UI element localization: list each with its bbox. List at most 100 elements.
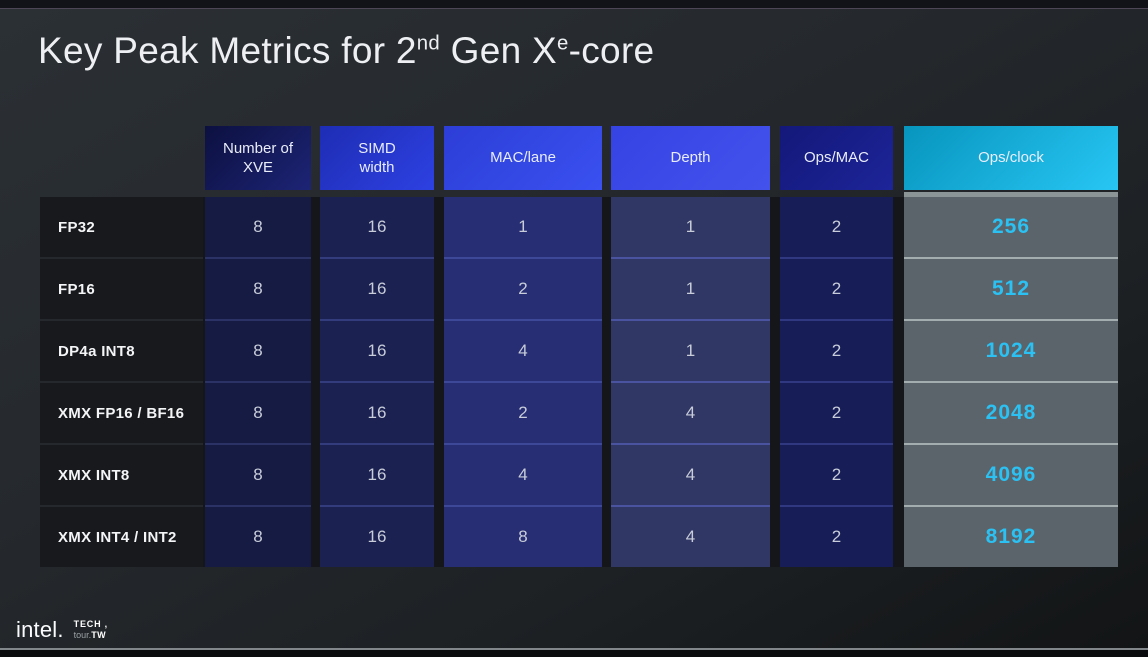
row-separator (611, 505, 770, 507)
table-cell-depth: 1 (685, 341, 696, 360)
intel-logo: intel. (16, 617, 64, 642)
table-cell-ops-per-mac: 2 (831, 341, 842, 360)
table-cell-ops-per-clock: 256 (991, 215, 1031, 238)
table-cell-number-of-xve: 8 (253, 279, 263, 298)
page-title: Key Peak Metrics for 2nd Gen Xe-core (38, 30, 654, 72)
table-cell-simd-width: 16 (367, 527, 387, 546)
table-cell-ops-per-clock: 2048 (985, 401, 1037, 424)
column-header-simd-width: SIMD width (320, 126, 434, 190)
row-separator (205, 257, 311, 259)
column-number-of-xve: 8 8 8 8 8 8 (205, 197, 311, 567)
column-simd-width: 16 16 16 16 16 16 (320, 197, 434, 567)
table-cell-mac-per-lane: 4 (518, 341, 528, 360)
table-cell-number-of-xve: 8 (253, 403, 263, 422)
table-cell-mac-per-lane: 2 (518, 279, 528, 298)
column-ops-per-clock: 256 512 1024 2048 4096 8192 (904, 192, 1118, 567)
table-cell-ops-per-mac: 2 (831, 217, 842, 236)
column-ops-per-mac: 2 2 2 2 2 2 (780, 197, 893, 567)
table-cell-depth: 4 (685, 465, 696, 484)
table-cell-number-of-xve: 8 (253, 465, 263, 484)
row-separator (904, 319, 1118, 321)
row-separator (444, 505, 602, 507)
table-cell-ops-per-clock: 1024 (985, 339, 1037, 362)
row-separator (904, 505, 1118, 507)
table-cell-simd-width: 16 (367, 341, 387, 360)
table-cell-ops-per-clock: 4096 (985, 463, 1037, 486)
title-superscript-nd: nd (416, 32, 441, 55)
row-separator (444, 257, 602, 259)
column-header-ops-per-clock: Ops/clock (904, 126, 1118, 190)
tech-tour-logo: TECH , tour.TW (74, 619, 108, 641)
column-header-ops-per-mac: Ops/MAC (780, 126, 893, 190)
title-text: Gen X (440, 30, 558, 71)
row-separator (205, 381, 311, 383)
table-cell-ops-per-mac: 2 (831, 527, 842, 546)
table-cell-number-of-xve: 8 (253, 527, 263, 546)
table-cell-ops-per-mac: 2 (831, 279, 842, 298)
row-separator (780, 443, 893, 445)
table-cell-mac-per-lane: 8 (518, 527, 528, 546)
row-separator (320, 319, 434, 321)
table-cell-simd-width: 16 (367, 403, 387, 422)
column-depth: 1 1 1 4 4 4 (611, 197, 770, 567)
row-separator (320, 505, 434, 507)
row-separator (611, 381, 770, 383)
row-separator (40, 319, 203, 321)
row-separator (780, 257, 893, 259)
row-separator (444, 381, 602, 383)
row-separator (444, 443, 602, 445)
title-text: -core (568, 30, 655, 71)
footer: intel. TECH , tour.TW (16, 617, 108, 643)
row-label: XMX INT4 / INT2 (58, 528, 177, 546)
table-cell-depth: 4 (685, 403, 696, 422)
tech-tour-line2: tour.TW (74, 630, 108, 641)
row-separator (780, 505, 893, 507)
column-header-number-of-xve: Number of XVE (205, 126, 311, 190)
row-label: FP32 (58, 218, 96, 236)
row-separator (444, 319, 602, 321)
row-separator (40, 443, 203, 445)
row-separator (611, 257, 770, 259)
bottom-edge-strip (0, 648, 1148, 657)
row-label: FP16 (58, 280, 96, 298)
row-separator (611, 443, 770, 445)
tech-tour-line1: TECH , (73, 619, 108, 630)
row-label: XMX INT8 (58, 466, 130, 484)
table-cell-ops-per-mac: 2 (831, 465, 842, 484)
column-header-mac-per-lane: MAC/lane (444, 126, 602, 190)
table-cell-depth: 1 (685, 279, 696, 298)
tour-text: tour. (73, 630, 92, 640)
column-cap (904, 192, 1118, 197)
table-cell-ops-per-mac: 2 (831, 403, 842, 422)
column-mac-per-lane: 1 2 4 2 4 8 (444, 197, 602, 567)
row-separator (780, 319, 893, 321)
table-cell-ops-per-clock: 512 (991, 277, 1031, 300)
row-separator (205, 443, 311, 445)
row-label: XMX FP16 / BF16 (58, 404, 185, 422)
table-cell-depth: 1 (685, 217, 696, 236)
title-text: Key Peak Metrics for 2 (38, 30, 417, 71)
row-separator (611, 319, 770, 321)
table-cell-simd-width: 16 (367, 465, 387, 484)
table-cell-mac-per-lane: 2 (518, 403, 528, 422)
title-superscript-e: e (557, 32, 569, 55)
table-cell-simd-width: 16 (367, 217, 387, 236)
row-separator (320, 257, 434, 259)
row-separator (205, 319, 311, 321)
table-cell-ops-per-clock: 8192 (985, 525, 1037, 548)
table-cell-depth: 4 (685, 527, 696, 546)
table-cell-number-of-xve: 8 (253, 341, 263, 360)
top-edge-strip (0, 0, 1148, 9)
row-separator (904, 443, 1118, 445)
row-separator (320, 443, 434, 445)
row-separator (40, 257, 203, 259)
row-separator (40, 505, 203, 507)
row-separator (205, 505, 311, 507)
column-header-depth: Depth (611, 126, 770, 190)
table-cell-mac-per-lane: 4 (518, 465, 528, 484)
metrics-table: FP32 FP16 DP4a INT8 XMX FP16 / BF16 XMX INT8… (40, 126, 1118, 567)
row-separator (320, 381, 434, 383)
table-cell-simd-width: 16 (367, 279, 387, 298)
row-separator (904, 381, 1118, 383)
